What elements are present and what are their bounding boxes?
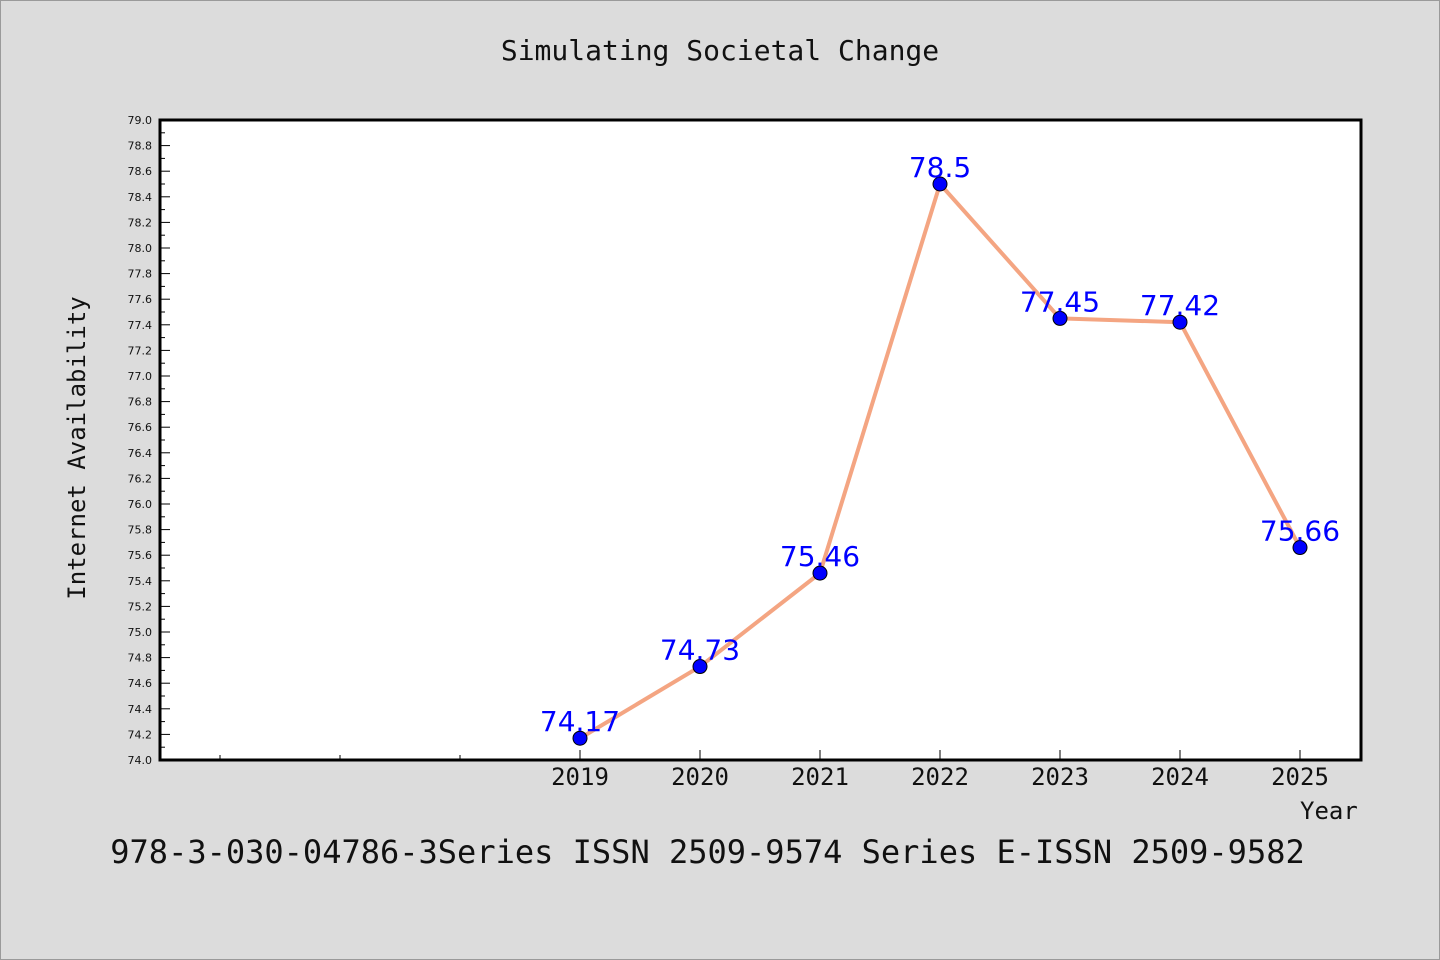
data-point-marker	[932, 176, 948, 192]
data-point-label: 75.46	[780, 540, 860, 573]
y-tick-label: 79.0	[128, 114, 153, 127]
y-tick-label: 77.4	[128, 319, 153, 332]
y-tick-label: 77.2	[128, 344, 153, 357]
y-tick-label: 78.2	[128, 216, 153, 229]
y-tick-label: 78.0	[128, 242, 153, 255]
y-tick-label: 74.2	[128, 728, 153, 741]
y-axis-ticks: 74.0 74.2 74.4 74.6 74.8 75.0 75.2 75.4 75.6 75.8…	[128, 114, 170, 767]
x-axis-ticks: 2019 2020 2021 2022 2023 2024 2025	[219, 750, 1329, 791]
x-tick-label: 2023	[1031, 763, 1089, 791]
y-tick-label: 77.6	[128, 293, 153, 306]
data-labels: 74.17 74.73 75.46 78.5 77.45 77.42 75.66	[540, 151, 1340, 738]
y-tick-label: 76.8	[128, 396, 153, 409]
y-tick-label: 76.6	[128, 421, 153, 434]
data-point-marker	[1172, 314, 1188, 330]
y-tick-label: 74.0	[128, 754, 153, 767]
y-tick-label: 78.6	[128, 165, 153, 178]
data-point-marker	[1052, 310, 1068, 326]
y-tick-label: 74.6	[128, 677, 153, 690]
footer-note: 978-3-030-04786-3Series ISSN 2509-9574 S…	[110, 833, 1305, 871]
x-axis-label: Year	[1300, 797, 1358, 825]
data-point-marker	[572, 730, 588, 746]
data-point-marker	[812, 565, 828, 581]
y-tick-label: 77.8	[128, 268, 153, 281]
x-tick-label: 2024	[1151, 763, 1209, 791]
data-point-label: 74.73	[660, 634, 740, 667]
y-tick-label: 75.0	[128, 626, 153, 639]
data-point-label: 75.66	[1260, 515, 1340, 548]
x-tick-label: 2019	[551, 763, 609, 791]
plot-area	[158, 118, 1363, 762]
chart-title: Simulating Societal Change	[500, 34, 940, 67]
data-point-label: 77.45	[1020, 285, 1100, 318]
x-tick-label: 2020	[671, 763, 729, 791]
data-point-label: 78.5	[909, 151, 971, 184]
y-tick-label: 76.4	[128, 447, 153, 460]
y-tick-label: 75.8	[128, 524, 153, 537]
data-point-marker	[692, 659, 708, 675]
y-tick-label: 78.4	[128, 191, 153, 204]
x-tick-label: 2021	[791, 763, 849, 791]
y-tick-label: 76.2	[128, 472, 153, 485]
data-point-label: 77.42	[1140, 289, 1220, 322]
y-tick-label: 75.2	[128, 600, 153, 613]
y-tick-label: 75.6	[128, 549, 153, 562]
y-tick-label: 74.4	[128, 703, 153, 716]
y-tick-label: 75.4	[128, 575, 153, 588]
y-tick-label: 76.0	[128, 498, 153, 511]
data-markers	[572, 176, 1308, 746]
y-tick-label: 77.0	[128, 370, 153, 383]
x-tick-label: 2022	[911, 763, 969, 791]
y-tick-label: 78.8	[128, 140, 153, 153]
data-point-marker	[1292, 540, 1308, 556]
y-tick-label: 74.8	[128, 652, 153, 665]
x-tick-label: 2025	[1271, 763, 1329, 791]
data-point-label: 74.17	[540, 705, 620, 738]
